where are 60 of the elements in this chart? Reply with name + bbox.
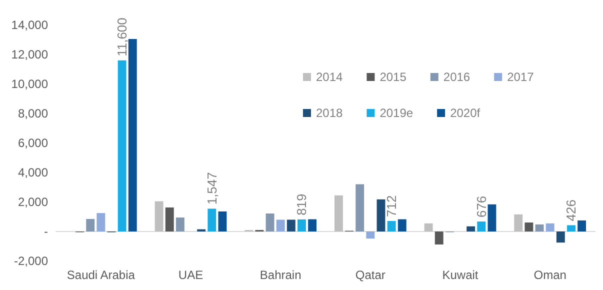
y-tick-label: 12,000 <box>11 48 48 62</box>
bar <box>96 213 106 232</box>
data-label: 1,547 <box>204 172 220 205</box>
legend-label: 2017 <box>507 70 534 84</box>
y-tick-label: - <box>44 224 48 238</box>
x-tick-label: Bahrain <box>260 268 302 282</box>
legend-label: 2015 <box>380 70 407 84</box>
bar <box>477 222 486 232</box>
legend-label: 2019e <box>380 106 414 120</box>
bar <box>218 211 227 232</box>
bar <box>297 219 306 232</box>
bar <box>546 223 554 232</box>
bar <box>535 224 544 232</box>
y-tick-label: 2,000 <box>18 195 48 209</box>
bar <box>566 225 576 232</box>
bar <box>176 217 184 232</box>
y-tick-label: 8,000 <box>18 106 48 120</box>
data-label: 819 <box>294 194 310 216</box>
bar <box>424 223 433 232</box>
x-tick-label: UAE <box>178 268 204 282</box>
x-tick-label: Oman <box>534 268 566 282</box>
legend-label: 2020f <box>450 106 481 120</box>
bar <box>118 60 126 232</box>
bar <box>208 208 216 232</box>
legend-label: 2016 <box>443 70 470 84</box>
bar <box>524 222 534 232</box>
x-tick-label: Saudi Arabia <box>66 268 136 282</box>
bar <box>154 201 164 232</box>
bar <box>556 232 565 243</box>
data-label: 11,600 <box>114 18 130 56</box>
bar <box>308 219 317 232</box>
bar <box>276 220 285 232</box>
legend-label: 2018 <box>316 106 344 120</box>
y-tick-label: 14,000 <box>11 18 48 32</box>
bar <box>466 226 476 232</box>
bar <box>356 184 364 232</box>
data-label: 712 <box>384 195 400 217</box>
bar <box>286 220 296 232</box>
bar <box>578 220 586 232</box>
bar <box>376 199 386 232</box>
x-tick-label: Qatar <box>355 268 386 282</box>
x-tick-label: Kuwait <box>442 268 479 282</box>
legend-label: 2014 <box>316 70 344 84</box>
bar <box>387 221 396 232</box>
bar <box>86 218 95 232</box>
bar <box>514 214 523 232</box>
y-tick-label: 4,000 <box>18 166 48 180</box>
data-label: 676 <box>474 196 489 218</box>
bar <box>128 39 137 232</box>
y-tick-label: -2,000 <box>14 254 48 268</box>
bar <box>434 232 444 244</box>
bar <box>266 214 274 232</box>
bar <box>334 195 343 232</box>
y-tick-label: 10,000 <box>11 77 48 91</box>
y-tick-label: 6,000 <box>18 136 48 150</box>
bar <box>488 204 496 232</box>
bar <box>398 219 406 232</box>
data-label: 426 <box>564 200 579 222</box>
bar <box>165 207 174 232</box>
bar <box>366 232 375 239</box>
